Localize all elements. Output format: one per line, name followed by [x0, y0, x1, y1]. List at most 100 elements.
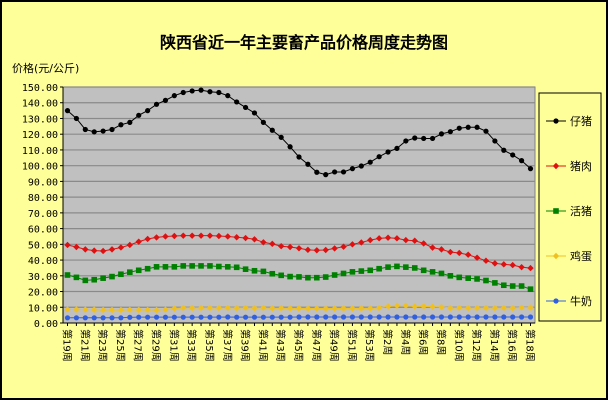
y-tick-label: 20.00: [28, 288, 58, 299]
data-point: [421, 314, 427, 320]
data-point: [492, 138, 498, 144]
data-point: [207, 89, 213, 95]
y-tick-label: 110.00: [22, 146, 58, 157]
data-point: [153, 101, 160, 107]
data-point: [340, 243, 347, 250]
data-point: [153, 314, 160, 320]
data-point: [260, 304, 267, 312]
data-point: [188, 232, 196, 239]
data-point: [171, 93, 177, 99]
plot-area: [62, 86, 536, 324]
legend-marker: [553, 118, 559, 124]
data-point: [180, 89, 186, 96]
data-point: [198, 314, 204, 320]
data-point: [224, 304, 231, 312]
data-point: [305, 161, 311, 167]
data-point: [527, 286, 534, 292]
data-point: [73, 274, 80, 281]
y-tick-label: 90.00: [28, 177, 58, 188]
data-point: [109, 315, 115, 321]
data-point: [313, 305, 321, 312]
legend-label: 活猪: [570, 205, 592, 218]
data-point: [323, 314, 329, 320]
data-point: [206, 304, 214, 312]
data-point: [375, 304, 383, 312]
x-tick-label: 第43周: [274, 329, 287, 362]
series-3: [64, 302, 534, 314]
data-point: [349, 314, 356, 320]
data-point: [358, 239, 365, 246]
data-point: [349, 269, 356, 275]
data-point: [429, 303, 436, 310]
data-point: [332, 314, 338, 320]
data-point: [144, 235, 151, 243]
y-tick-label: 150.00: [22, 83, 58, 94]
x-tick-label: 第51周: [345, 329, 358, 362]
data-point: [260, 268, 267, 275]
data-point: [242, 304, 249, 312]
data-point: [198, 263, 204, 269]
data-point: [358, 268, 365, 274]
data-point: [482, 257, 490, 264]
data-point: [492, 314, 498, 320]
data-point: [91, 276, 98, 283]
data-point: [322, 274, 329, 280]
data-point: [233, 304, 240, 312]
data-point: [127, 314, 133, 320]
data-point: [91, 247, 98, 254]
data-point: [64, 272, 71, 278]
data-point: [473, 304, 481, 312]
data-point: [73, 306, 80, 313]
data-point: [367, 267, 374, 274]
data-point: [207, 263, 213, 269]
data-point: [145, 314, 151, 320]
series-1: [64, 232, 534, 272]
data-point: [82, 246, 89, 253]
legend-label: 仔猪: [570, 115, 592, 128]
y-axis-label: 价格(元/公斤): [12, 61, 79, 75]
data-point: [527, 166, 534, 172]
x-tick-label: 第33周: [185, 329, 198, 362]
data-point: [91, 129, 97, 135]
data-point: [509, 304, 516, 312]
legend-marker: [553, 208, 559, 214]
data-point: [278, 314, 284, 320]
x-tick-label: 第21周: [78, 329, 91, 362]
data-point: [474, 276, 480, 282]
data-point: [412, 135, 418, 141]
data-point: [197, 304, 205, 312]
data-point: [162, 233, 169, 240]
data-point: [109, 273, 115, 280]
data-point: [127, 269, 133, 275]
data-point: [501, 147, 507, 153]
x-tick-label: 第31周: [167, 329, 180, 362]
data-point: [314, 314, 320, 320]
data-point: [278, 272, 284, 279]
data-point: [482, 304, 490, 312]
legend-marker: [552, 252, 560, 260]
data-point: [216, 89, 222, 96]
y-tick-label: 30.00: [28, 272, 58, 283]
y-tick-label: 0.00: [34, 319, 58, 330]
data-point: [376, 314, 382, 320]
data-point: [180, 314, 186, 320]
data-point: [509, 283, 516, 289]
data-point: [136, 314, 142, 320]
data-point: [295, 245, 303, 252]
data-point: [277, 243, 285, 250]
data-point: [340, 270, 347, 277]
data-point: [144, 306, 151, 314]
legend-label: 猪肉: [570, 160, 592, 173]
x-tick-label: 第12周: [470, 329, 483, 362]
data-point: [438, 246, 445, 253]
data-point: [233, 264, 240, 271]
data-point: [500, 304, 507, 312]
data-point: [305, 274, 311, 281]
data-point: [100, 275, 106, 281]
data-point: [411, 237, 418, 244]
data-point: [349, 305, 356, 312]
data-point: [295, 305, 303, 312]
x-tick-label: 第4周: [399, 329, 412, 355]
data-point: [100, 315, 106, 321]
data-point: [340, 305, 347, 312]
